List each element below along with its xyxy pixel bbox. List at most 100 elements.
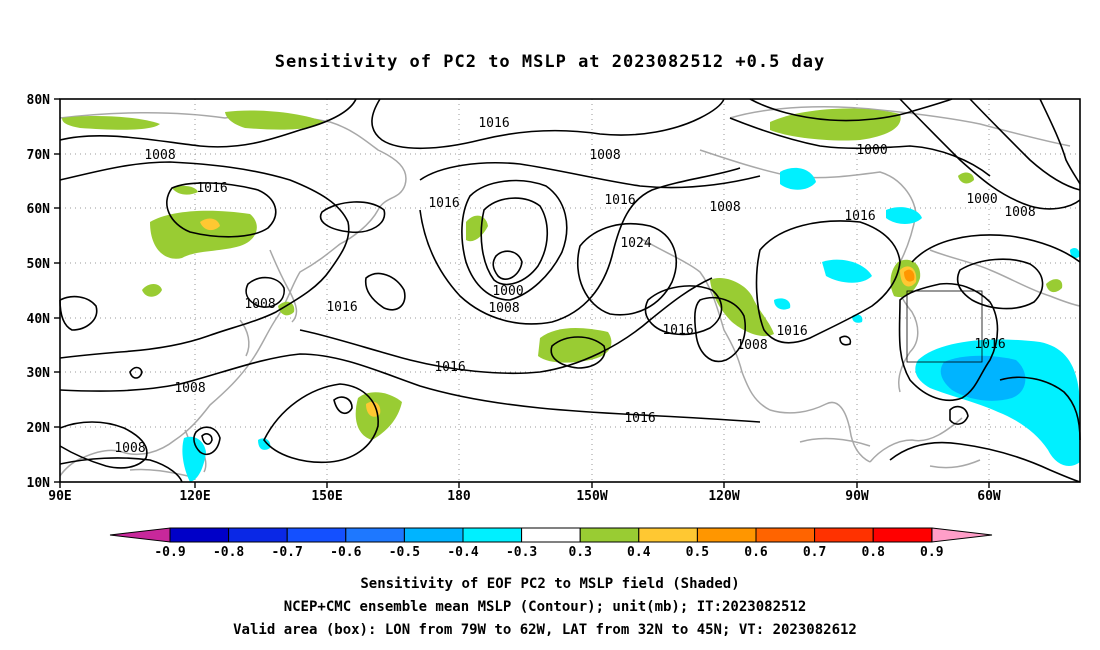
latitude-labels: 80N 70N 60N 50N 40N 30N 20N 10N: [27, 93, 51, 491]
lat-tick-label: 10N: [27, 476, 51, 491]
map-frame: [59, 98, 1081, 483]
colorbar-label: 0.8: [861, 545, 885, 560]
colorbar-cell: [521, 527, 581, 543]
contour-label: 1008: [589, 148, 620, 163]
shaded-patch: [886, 207, 922, 224]
mslp-contours: [59, 98, 1081, 483]
contour-label: 1008: [144, 148, 175, 163]
contour-label: 1016: [478, 116, 509, 131]
contour-label: 1008: [174, 381, 205, 396]
contour-label: 1000: [492, 284, 523, 299]
colorbar-label: 0.3: [568, 545, 591, 560]
shaded-patch: [200, 218, 220, 231]
colorbar-cell: [638, 527, 698, 543]
colorbar-cell: [462, 527, 523, 543]
contour-label: 1016: [434, 360, 465, 375]
lon-tick-label: 120E: [179, 489, 210, 504]
colorbar-label: 0.4: [627, 545, 651, 560]
negative-sensitivity-patches: [182, 167, 1080, 482]
axis-ticks: [54, 98, 990, 488]
contour-labels: 1016 1008 1016 1008 1000 1000 1008 1016 …: [114, 116, 1035, 456]
shaded-patch: [1070, 248, 1080, 258]
colorbar-label: 0.5: [686, 545, 709, 560]
footer: Sensitivity of EOF PC2 to MSLP field (Sh…: [233, 576, 857, 638]
contour-label: 1008: [1004, 205, 1035, 220]
shaded-patch: [142, 284, 162, 297]
colorbar-low-end: [109, 527, 171, 543]
colorbar-cell: [228, 527, 288, 543]
coastlines: [59, 105, 1081, 477]
shaded-patch: [1046, 279, 1063, 293]
lat-tick-label: 30N: [27, 366, 51, 381]
colorbar-cell: [755, 527, 816, 543]
colorbar-high-end: [931, 527, 993, 543]
contour-label: 1000: [856, 143, 887, 158]
colorbar-label: 0.7: [803, 545, 826, 560]
footer-line-3: Valid area (box): LON from 79W to 62W, L…: [233, 622, 857, 638]
shaded-patch: [258, 438, 271, 450]
contour-label: 1008: [736, 338, 767, 353]
map-title: Sensitivity of PC2 to MSLP at 2023082512…: [275, 52, 826, 72]
shaded-patch: [172, 185, 198, 195]
map-background: [60, 99, 1080, 482]
contour-label: 1016: [326, 300, 357, 315]
contour-label: 1000: [966, 192, 997, 207]
footer-line-1: Sensitivity of EOF PC2 to MSLP field (Sh…: [360, 576, 739, 592]
colorbar-label: 0.6: [744, 545, 768, 560]
colorbar-label: -0.6: [330, 545, 361, 560]
contour-label: 1024: [620, 236, 651, 251]
contour-label: 1016: [196, 181, 227, 196]
lon-tick-label: 90E: [48, 489, 71, 504]
contour-label: 1016: [974, 337, 1005, 352]
shaded-patch: [904, 269, 915, 282]
colorbar-label: -0.3: [506, 545, 537, 560]
colorbar-cell: [814, 527, 874, 543]
lon-tick-label: 150W: [576, 489, 607, 504]
colorbar-cell: [403, 527, 464, 543]
colorbar-cell: [696, 527, 757, 543]
contour-label: 1016: [776, 324, 807, 339]
lat-tick-label: 20N: [27, 421, 51, 436]
contour-label: 1008: [709, 200, 740, 215]
contour-label: 1016: [624, 411, 655, 426]
shaded-patch: [958, 172, 974, 184]
colorbar-cell: [345, 527, 405, 543]
contour-label: 1008: [244, 297, 275, 312]
colorbar-label: -0.5: [389, 545, 420, 560]
lon-tick-label: 120W: [708, 489, 739, 504]
colorbar-label: -0.8: [213, 545, 244, 560]
colorbar: -0.9 -0.8 -0.7 -0.6 -0.5 -0.4 -0.3 0.3 0.4 0.5 0.6…: [109, 527, 993, 560]
lat-tick-label: 80N: [27, 93, 51, 108]
shaded-patch: [774, 298, 791, 310]
lat-tick-label: 50N: [27, 257, 51, 272]
lon-tick-label: 60W: [977, 489, 1001, 504]
colorbar-label: 0.9: [920, 545, 943, 560]
shaded-patch: [822, 259, 872, 283]
shaded-patch: [62, 116, 160, 130]
map-panel: 1016 1008 1016 1008 1000 1000 1008 1016 …: [59, 98, 1081, 483]
valid-area-box: [906, 290, 983, 363]
gridlines: [60, 99, 1080, 482]
lat-tick-label: 40N: [27, 312, 51, 327]
colorbar-cell: [169, 527, 230, 543]
contour-label: 1008: [114, 441, 145, 456]
longitude-labels: 90E 120E 150E 180 150W 120W 90W 60W: [48, 489, 1001, 504]
lat-tick-label: 60N: [27, 202, 51, 217]
lon-tick-label: 90W: [845, 489, 869, 504]
colorbar-label: -0.9: [154, 545, 185, 560]
colorbar-label: -0.7: [272, 545, 303, 560]
footer-line-2: NCEP+CMC ensemble mean MSLP (Contour); u…: [284, 599, 807, 615]
shaded-patch: [278, 301, 295, 316]
contour-label: 1016: [844, 209, 875, 224]
shaded-patch: [538, 328, 612, 363]
shaded-patch: [225, 110, 325, 130]
shaded-patch: [710, 277, 774, 337]
colorbar-cell: [579, 527, 640, 543]
colorbar-label: -0.4: [447, 545, 478, 560]
colorbar-cell: [286, 527, 347, 543]
contour-label: 1016: [604, 193, 635, 208]
contour-label: 1016: [662, 323, 693, 338]
shaded-patch: [940, 355, 1026, 401]
lon-tick-label: 180: [447, 489, 471, 504]
